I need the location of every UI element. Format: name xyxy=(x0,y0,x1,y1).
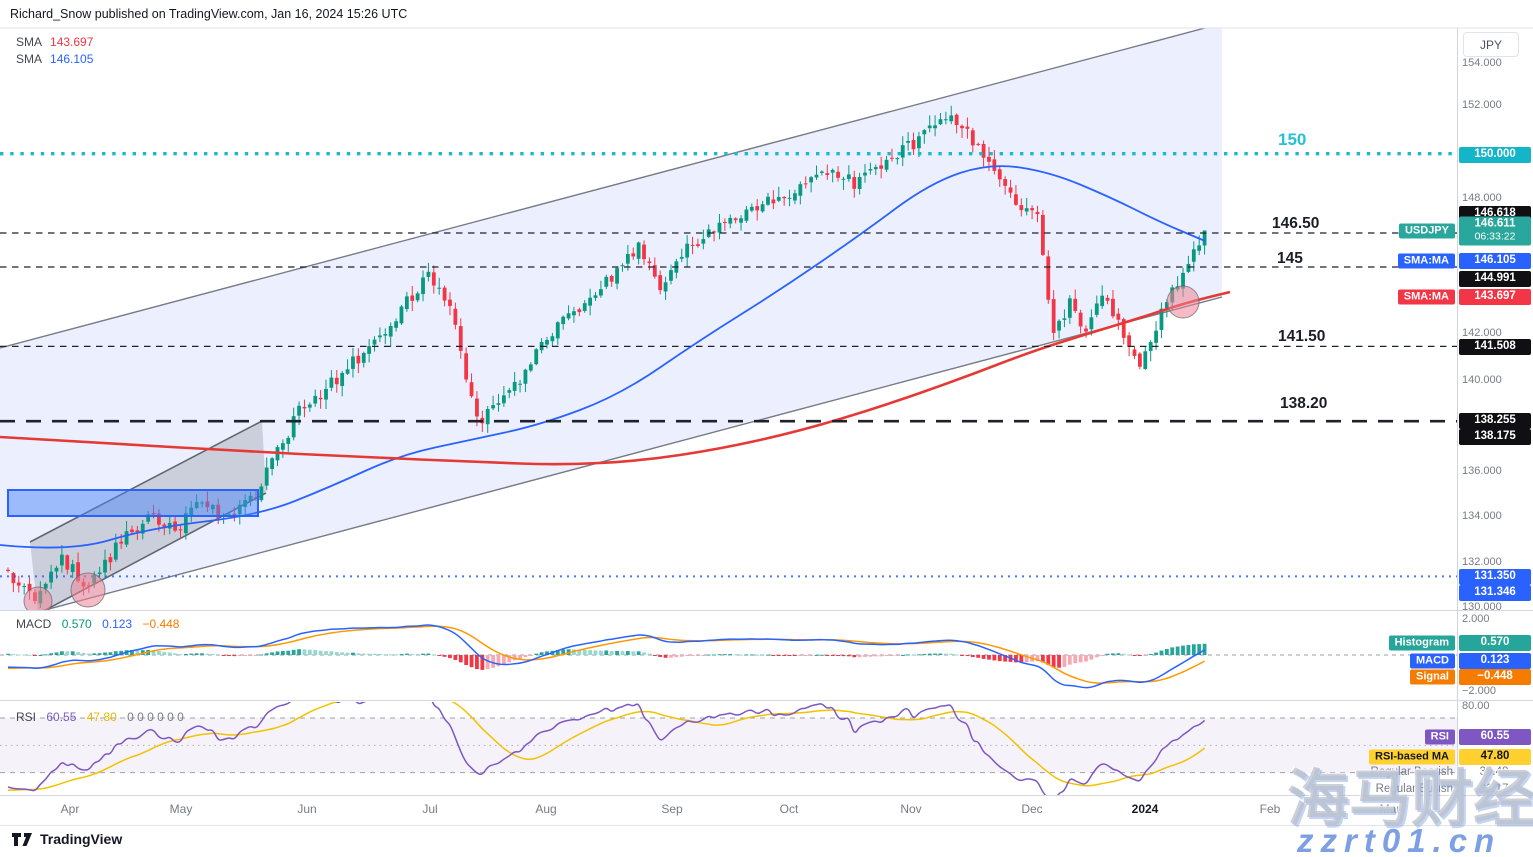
rsi-title: RSI xyxy=(16,710,37,724)
axis-price-badge: 0.123 xyxy=(1459,653,1531,669)
time-axis-label: Jul xyxy=(422,802,438,816)
axis-price-badge: 146.611 06:33:22 xyxy=(1459,216,1531,246)
sma-legend-row-1[interactable]: SMA 143.697 xyxy=(16,35,93,49)
pane-series-label: SMA:MA xyxy=(1397,253,1455,269)
sma1-value: 143.697 xyxy=(50,35,94,49)
price-tick: 130.000 xyxy=(1462,601,1502,613)
macd-signal-value: −0.448 xyxy=(142,617,180,631)
level-label-138.20: 138.20 xyxy=(1280,395,1328,412)
tradingview-brand-text: TradingView xyxy=(40,831,123,847)
macd-title: MACD xyxy=(16,617,52,631)
price-tick: 148.000 xyxy=(1462,192,1502,204)
axis-price-badge: 144.991 xyxy=(1459,271,1531,287)
pane-series-label: RSI-based MA xyxy=(1369,749,1455,765)
time-axis-label: 2024 xyxy=(1131,802,1159,816)
time-axis-label: Jun xyxy=(297,802,317,816)
axis-price-badge: 131.350 xyxy=(1459,569,1531,585)
price-tick: 80.00 xyxy=(1462,700,1490,712)
tradingview-logo-icon xyxy=(12,832,32,846)
time-axis-label: Dec xyxy=(1021,802,1043,816)
price-tick: 154.000 xyxy=(1462,57,1502,69)
level-label-141.50: 141.50 xyxy=(1278,328,1326,345)
time-axis-label: Nov xyxy=(900,802,922,816)
axis-price-badge: 131.346 xyxy=(1459,585,1531,601)
pane-series-label: USDJPY xyxy=(1398,223,1455,239)
time-axis-label: Aug xyxy=(535,802,557,816)
pane-series-label: Histogram xyxy=(1388,635,1455,651)
price-tick: −2.000 xyxy=(1462,685,1496,697)
rsi-params: 0 0 0 0 0 0 xyxy=(127,710,184,724)
price-tick: 2.000 xyxy=(1462,613,1490,625)
axis-price-badge: 143.697 xyxy=(1459,289,1531,305)
sma1-label: SMA xyxy=(16,35,43,49)
rsi-status-row[interactable]: RSI 60.55 47.80 0 0 0 0 0 0 xyxy=(16,710,191,724)
price-tick: 132.000 xyxy=(1462,556,1502,568)
axis-price-badge: 141.508 xyxy=(1459,339,1531,355)
sma-legend-row-2[interactable]: SMA 146.105 xyxy=(16,52,93,66)
level-label-145: 145 xyxy=(1277,250,1303,267)
axis-price-badge: 150.000 xyxy=(1459,147,1531,163)
time-axis-label: Mar xyxy=(1379,802,1401,816)
sma2-label: SMA xyxy=(16,52,43,66)
axis-price-badge: 138.175 xyxy=(1459,429,1531,445)
price-tick: 134.000 xyxy=(1462,510,1502,522)
pane-series-label: MACD xyxy=(1410,653,1455,669)
price-tick: 140.000 xyxy=(1462,374,1502,386)
price-tick: 136.000 xyxy=(1462,465,1502,477)
level-label-150: 150 xyxy=(1278,130,1307,149)
publish-attribution: Richard_Snow published on TradingView.co… xyxy=(10,7,408,21)
pane-series-label: Signal xyxy=(1409,669,1455,685)
macd-hist-value: 0.570 xyxy=(61,617,92,631)
rsi-ma-value: 47.80 xyxy=(86,710,117,724)
tradingview-footer-link[interactable]: TradingView xyxy=(12,831,122,847)
axis-price-badge: 0.570 xyxy=(1459,635,1531,651)
time-axis-label: Apr xyxy=(60,802,80,816)
currency-unit-button[interactable]: JPY xyxy=(1463,32,1519,57)
divergence-label: Regular Bullish xyxy=(1375,783,1453,795)
divergence-label: Regular Bearish xyxy=(1370,766,1453,778)
price-tick: 142.000 xyxy=(1462,327,1502,339)
sma2-value: 146.105 xyxy=(50,52,94,66)
pane-series-label: SMA:MA xyxy=(1397,289,1455,305)
time-axis-label: Feb xyxy=(1259,802,1281,816)
time-axis-label: Oct xyxy=(779,802,799,816)
axis-price-badge: 47.80 xyxy=(1459,749,1531,765)
rsi-value: 60.55 xyxy=(46,710,77,724)
price-tick: 152.000 xyxy=(1462,99,1502,111)
level-label-146.50: 146.50 xyxy=(1272,215,1320,232)
axis-price-badge: 60.55 xyxy=(1459,729,1531,745)
axis-price-badge: 146.105 xyxy=(1459,253,1531,269)
axis-price-badge: −0.448 xyxy=(1459,669,1531,685)
pane-series-label: RSI xyxy=(1424,729,1455,745)
axis-price-badge: 138.255 xyxy=(1459,413,1531,429)
macd-status-row[interactable]: MACD 0.570 0.123 −0.448 xyxy=(16,617,186,631)
macd-line-value: 0.123 xyxy=(102,617,133,631)
divergence-value: 39.48 xyxy=(1479,766,1509,778)
time-axis-label: Sep xyxy=(661,802,683,816)
divergence-value: 31.17 xyxy=(1479,783,1509,795)
time-axis-label: May xyxy=(169,802,193,816)
